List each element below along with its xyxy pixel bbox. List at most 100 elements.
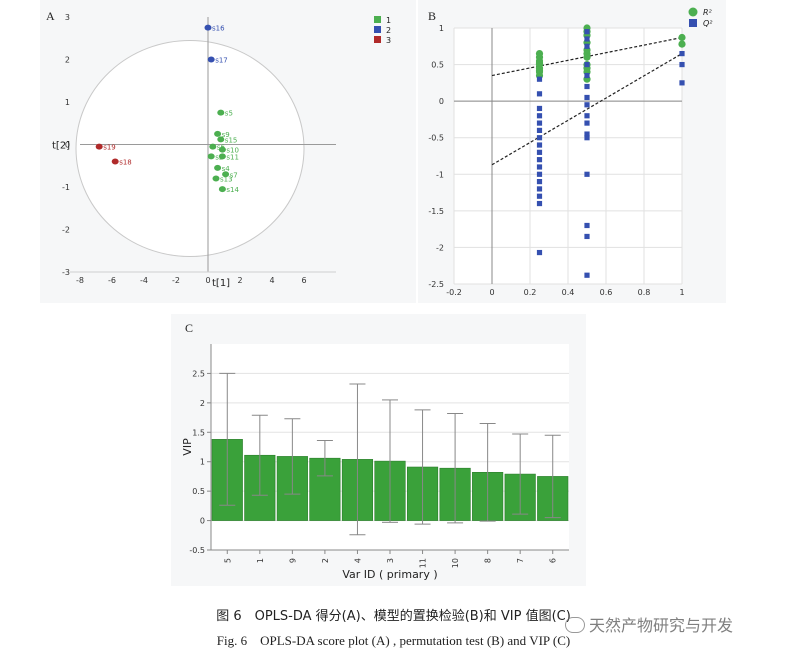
- score-plot-panel: A-8-6-4-20246-3-2-10123t[1]t[2]s5s9s15s6…: [40, 0, 416, 303]
- legend-swatch: [374, 16, 381, 23]
- q2-point: [584, 61, 590, 68]
- q2-point: [584, 135, 590, 141]
- vip-plot-panel: C -0.5 0 0.5 1 1.5 2 2.5 5 1 9 2 4 3 11 10 8 7 6 Var ID ( p…: [171, 314, 586, 586]
- x-tick-label: 11: [419, 558, 428, 568]
- sample-point: [217, 136, 225, 143]
- sample-label: s5: [225, 110, 233, 118]
- x-tick-label: 6: [549, 558, 558, 563]
- sample-point: [207, 56, 215, 63]
- x-axis-title: t[1]: [212, 278, 230, 289]
- q2-point: [536, 135, 543, 141]
- sample-label: s14: [226, 186, 239, 194]
- q2-point: [536, 120, 543, 126]
- legend-label: R²: [703, 8, 713, 17]
- x-tick-label: 3: [386, 558, 395, 563]
- q2-point: [584, 83, 590, 90]
- wechat-logo-icon: [565, 617, 585, 633]
- sample-point: [111, 158, 119, 165]
- r2-point: [678, 40, 686, 48]
- q2-point: [584, 131, 590, 137]
- legend-swatch: [689, 19, 697, 27]
- q2-point: [536, 193, 543, 199]
- q2-point: [679, 61, 685, 68]
- y-tick-label: -1: [436, 170, 444, 179]
- x-tick-label: 4: [353, 558, 362, 563]
- sample-label: s18: [119, 159, 132, 167]
- x-tick-label: 8: [484, 558, 493, 563]
- x-tick-label: 0.4: [562, 288, 575, 297]
- y-tick-label: 2.5: [192, 369, 205, 378]
- y-tick-label: -1.5: [428, 207, 444, 216]
- sample-point: [214, 130, 222, 137]
- x-tick-label: -6: [108, 276, 116, 285]
- y-tick-label: -2: [436, 243, 444, 252]
- y-tick-label: -0.5: [428, 134, 444, 143]
- sample-point: [218, 153, 226, 160]
- q2-point: [584, 102, 590, 108]
- sample-label: s7: [230, 171, 238, 179]
- x-tick-label: 2: [321, 558, 330, 563]
- y-tick-label: -0.5: [189, 546, 205, 555]
- q2-point: [536, 157, 543, 163]
- q2-point: [584, 43, 590, 49]
- y-tick-label: 1: [439, 24, 444, 33]
- q2-point: [536, 149, 543, 155]
- sample-label: s15: [225, 136, 238, 144]
- panel-letter: C: [185, 321, 193, 335]
- panel-letter: B: [428, 9, 436, 23]
- q2-point: [584, 120, 590, 126]
- q2-point: [584, 36, 590, 42]
- r2-point: [535, 66, 544, 75]
- sample-point: [95, 143, 103, 150]
- x-tick-label: 4: [269, 276, 274, 285]
- x-tick-label: 0: [205, 276, 210, 285]
- sample-label: s17: [215, 57, 228, 65]
- q2-point: [584, 94, 590, 101]
- q2-point: [536, 200, 543, 207]
- q2-point: [584, 171, 590, 177]
- y-tick-label: 0.5: [431, 61, 444, 70]
- x-tick-label: 9: [288, 558, 297, 563]
- y-tick-label: 0: [200, 517, 205, 526]
- score-plot: A-8-6-4-20246-3-2-10123t[1]t[2]s5s9s15s6…: [46, 9, 391, 289]
- sample-point: [218, 146, 226, 153]
- y-tick-label: 1: [200, 458, 205, 467]
- watermark-text: 天然产物研究与开发: [589, 616, 734, 635]
- y-tick-label: 0.5: [192, 487, 205, 496]
- y-tick-label: 0: [439, 97, 444, 106]
- x-tick-label: 5: [223, 558, 232, 563]
- watermark: 天然产物研究与开发: [565, 612, 733, 636]
- x-tick-label: -8: [76, 276, 84, 285]
- q2-point: [536, 142, 543, 148]
- sample-point: [207, 153, 215, 160]
- r2-point: [678, 33, 686, 42]
- legend-label: Q²: [703, 19, 713, 28]
- confidence-ellipse: [75, 40, 305, 257]
- sample-label: s4: [222, 165, 231, 173]
- x-tick-label: -4: [140, 276, 148, 285]
- q2-point: [679, 51, 685, 57]
- legend-swatch: [374, 36, 381, 43]
- r2-point: [583, 50, 591, 58]
- y-tick-label: 0: [65, 141, 70, 150]
- legend-label: 3: [386, 36, 391, 45]
- q2-point: [536, 76, 543, 82]
- y-tick-label: -1: [62, 183, 70, 192]
- q2-point: [536, 164, 543, 170]
- sample-label: s11: [226, 153, 239, 161]
- q2-point: [536, 171, 543, 177]
- sample-label: s13: [220, 176, 233, 184]
- q2-point: [536, 179, 543, 185]
- q2-point: [679, 80, 685, 86]
- y-tick-label: -2.5: [428, 280, 444, 289]
- sample-label: s10: [226, 147, 239, 155]
- x-tick-label: 2: [237, 276, 242, 285]
- sample-point: [218, 186, 226, 193]
- sample-point: [222, 171, 230, 178]
- permutation-plot: B -0.2 0 0.2 0.4 0.6 0.8 1 -2.5 -2 -1.5 -1 -0.5 0 0.5 1…: [428, 7, 713, 297]
- regression-line: [491, 53, 683, 166]
- y-tick-label: -3: [62, 268, 70, 277]
- sample-label: s9: [222, 131, 230, 139]
- q2-point: [536, 249, 543, 256]
- q2-point: [536, 186, 543, 192]
